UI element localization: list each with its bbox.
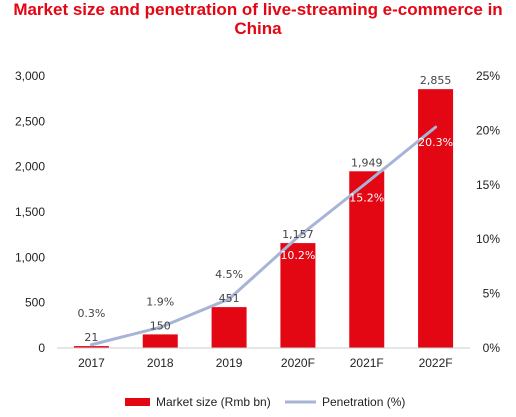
penetration-value-label: 4.5% bbox=[215, 268, 243, 281]
bar-2022f bbox=[418, 89, 454, 348]
bar-value-labels: 21 150 451 1,157 1,949 2,855 bbox=[84, 74, 451, 344]
bar-2019 bbox=[211, 307, 247, 348]
penetration-value-label: 15.2% bbox=[349, 192, 384, 205]
x-axis: 2017 2018 2019 2020F 2021F 2022F bbox=[78, 356, 453, 370]
bar-value-label: 451 bbox=[219, 292, 240, 305]
y-right-tick-label: 15% bbox=[476, 178, 500, 192]
y-right-tick-label: 25% bbox=[476, 69, 500, 83]
left-axis: 0 500 1,000 1,500 2,000 2,500 3,000 bbox=[15, 69, 45, 355]
bar-value-label: 1,949 bbox=[351, 156, 383, 169]
right-axis: 0% 5% 10% 15% 20% 25% bbox=[476, 69, 500, 355]
y-left-tick-label: 3,000 bbox=[15, 69, 45, 83]
y-left-tick-label: 2,000 bbox=[15, 160, 45, 174]
legend: Market size (Rmb bn) Penetration (%) bbox=[125, 395, 405, 409]
x-tick-label: 2018 bbox=[147, 356, 174, 370]
penetration-labels: 0.3% 1.9% 4.5% 10.2% 15.2% 20.3% bbox=[77, 136, 453, 320]
bar-2017 bbox=[73, 346, 109, 348]
bar-2020f bbox=[280, 243, 316, 348]
bar-value-label: 2,855 bbox=[420, 74, 452, 87]
penetration-line bbox=[89, 125, 438, 347]
y-left-tick-label: 0 bbox=[38, 341, 45, 355]
legend-label-line: Penetration (%) bbox=[322, 395, 405, 409]
y-right-tick-label: 0% bbox=[483, 341, 501, 355]
bar-value-label: 21 bbox=[84, 331, 98, 344]
penetration-value-label: 10.2% bbox=[280, 249, 315, 262]
bar-2018 bbox=[142, 334, 178, 348]
x-tick-label: 2019 bbox=[216, 356, 243, 370]
y-left-tick-label: 1,500 bbox=[15, 205, 45, 219]
x-tick-label: 2021F bbox=[350, 356, 384, 370]
bar-value-label: 150 bbox=[150, 319, 171, 332]
penetration-value-label: 20.3% bbox=[418, 136, 453, 149]
legend-swatch-bar bbox=[125, 398, 150, 406]
bar-2021f bbox=[349, 171, 385, 348]
x-tick-label: 2022F bbox=[419, 356, 453, 370]
bar-series bbox=[73, 89, 454, 348]
y-left-tick-label: 1,000 bbox=[15, 250, 45, 264]
y-right-tick-label: 10% bbox=[476, 232, 500, 246]
bar-value-label: 1,157 bbox=[282, 228, 314, 241]
x-tick-label: 2020F bbox=[281, 356, 315, 370]
y-left-tick-label: 2,500 bbox=[15, 114, 45, 128]
legend-label-bar: Market size (Rmb bn) bbox=[156, 395, 271, 409]
x-tick-label: 2017 bbox=[78, 356, 105, 370]
y-right-tick-label: 20% bbox=[476, 123, 500, 137]
chart-title: Market size and penetration of live-stre… bbox=[13, 0, 503, 38]
penetration-value-label: 0.3% bbox=[77, 307, 105, 320]
y-left-tick-label: 500 bbox=[25, 296, 45, 310]
penetration-value-label: 1.9% bbox=[146, 295, 174, 308]
y-right-tick-label: 5% bbox=[483, 287, 501, 301]
line-series bbox=[89, 125, 438, 347]
